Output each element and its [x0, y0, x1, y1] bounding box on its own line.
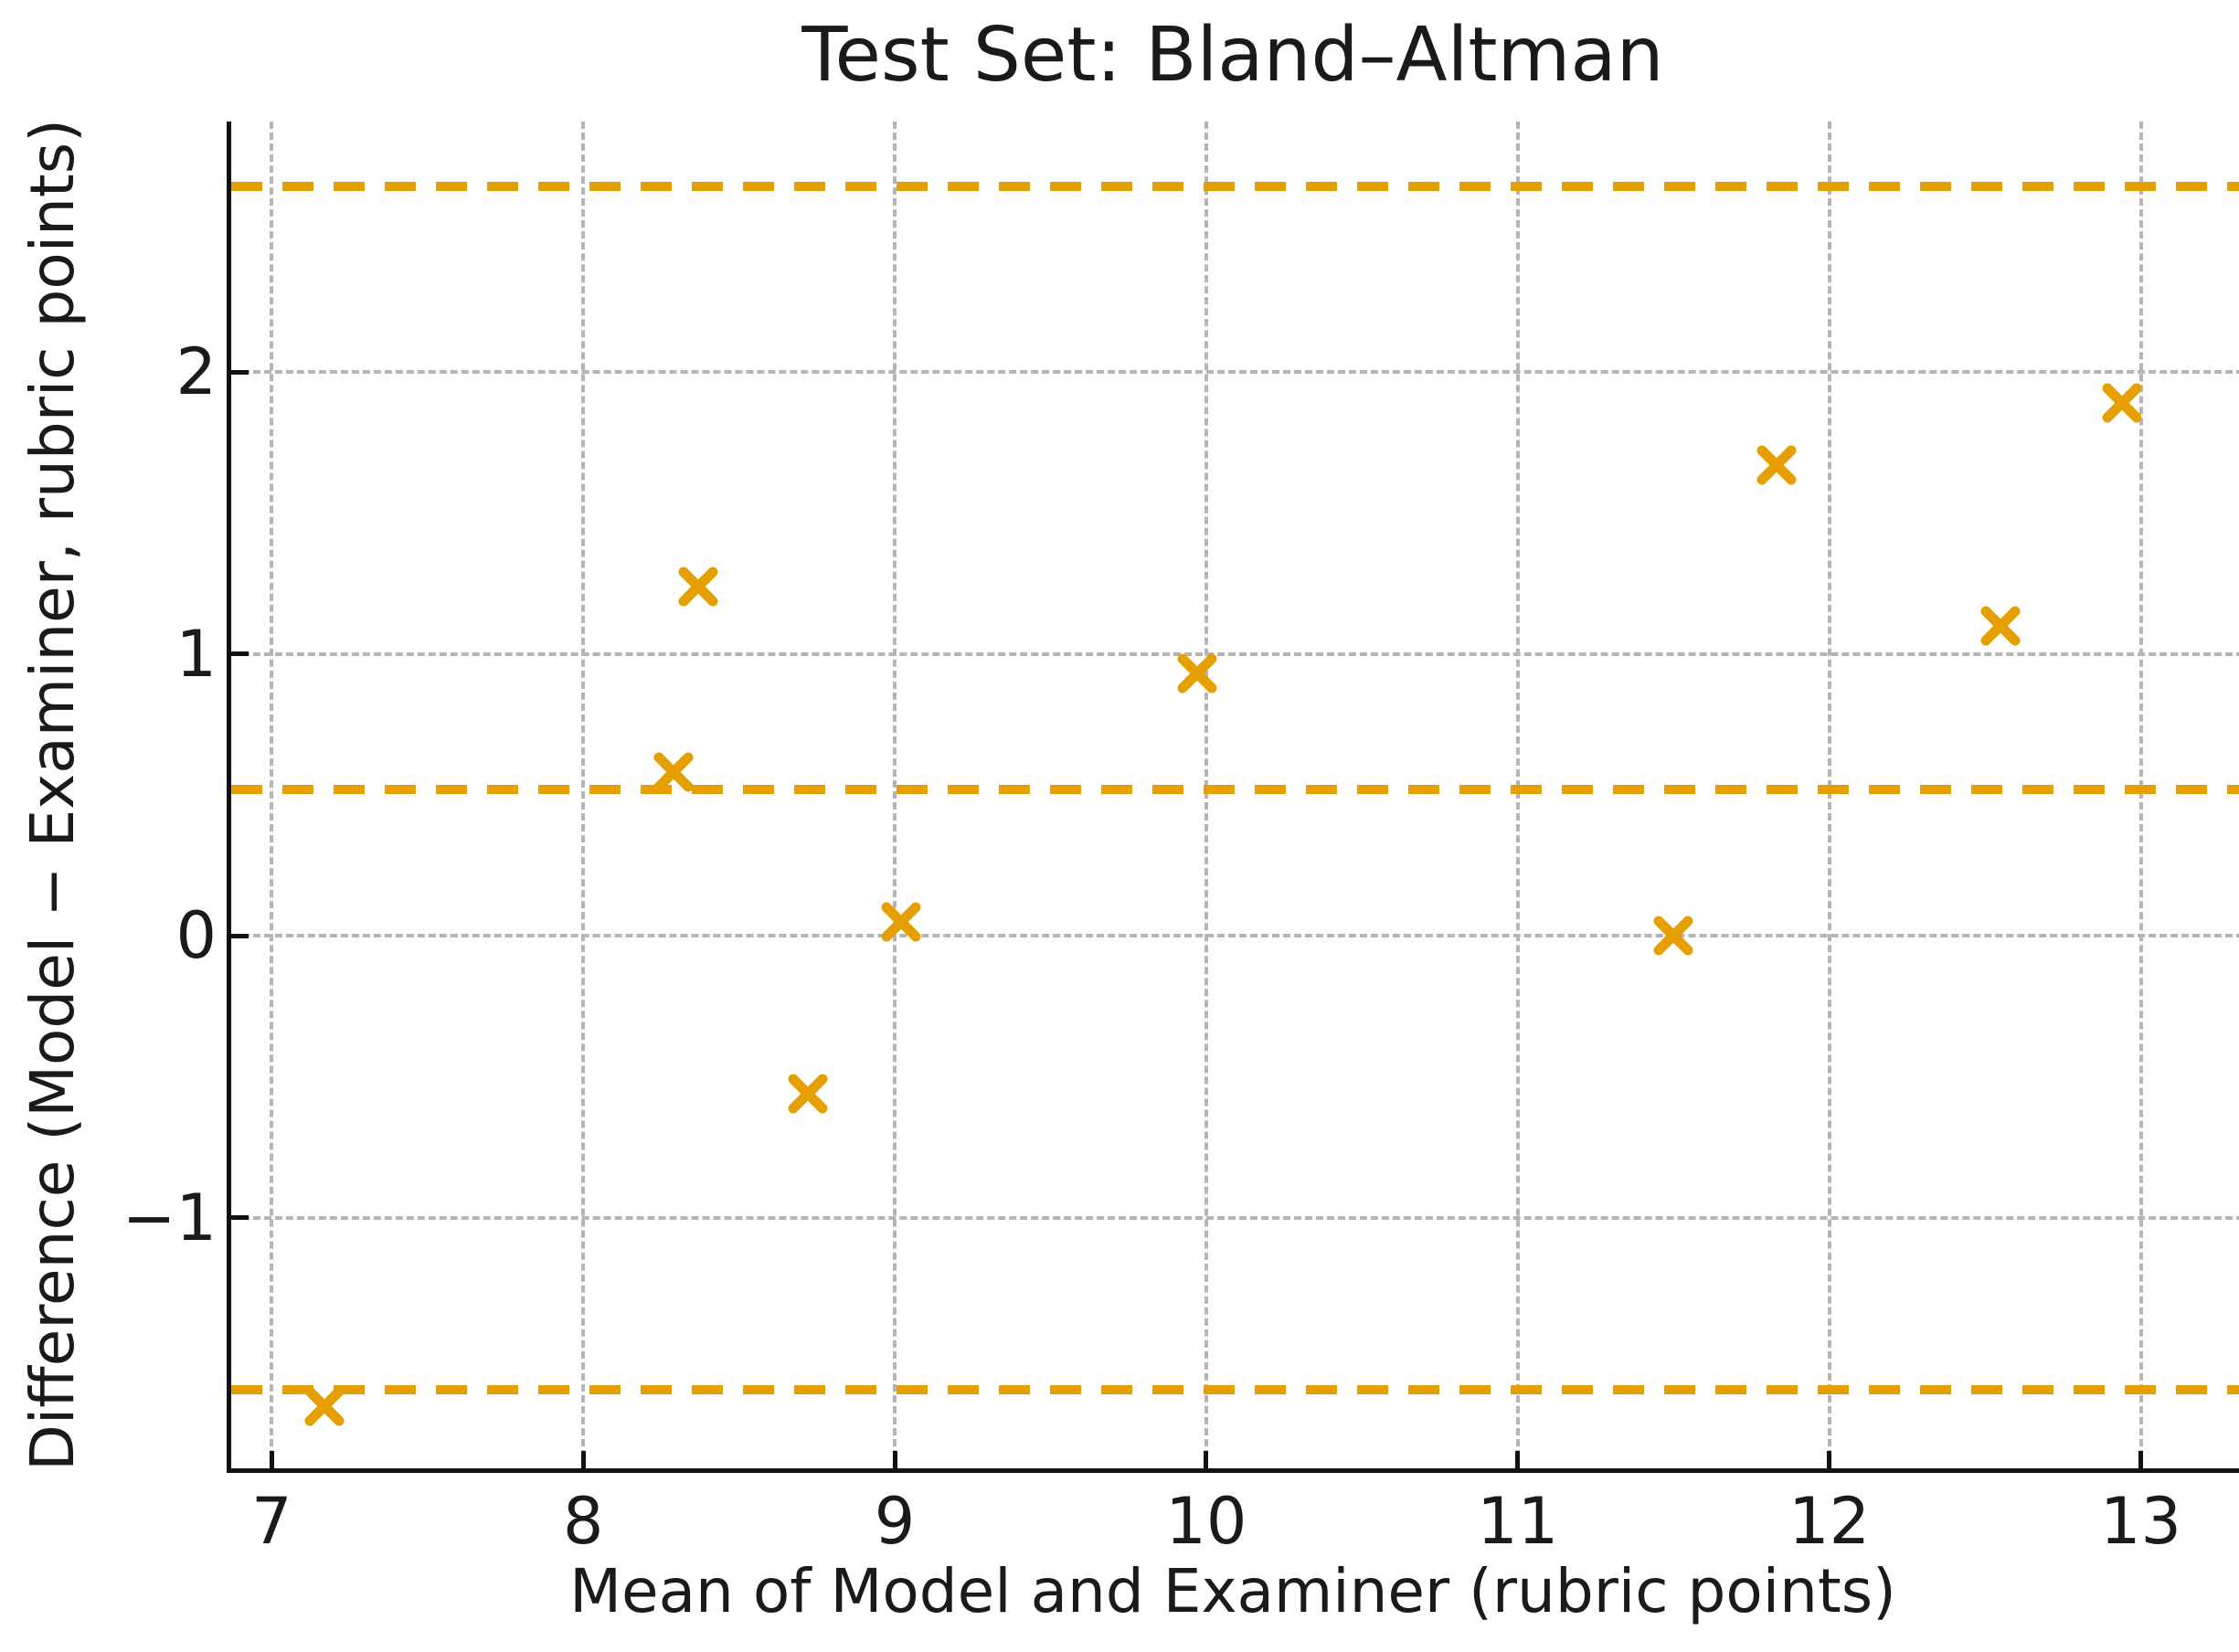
lower-loa-line: [231, 1384, 2239, 1394]
x-marker-icon: [304, 1386, 345, 1426]
scatter-x-marker: [1980, 606, 2021, 646]
x-tick-label: 9: [874, 1484, 916, 1559]
x-tick-label: 12: [1788, 1484, 1871, 1559]
y-gridline: [231, 651, 2239, 656]
x-gridline: [2138, 122, 2143, 1468]
y-tick-mark: [231, 651, 249, 657]
y-tick-mark: [231, 1215, 249, 1221]
y-tick-label: −1: [122, 1180, 217, 1255]
y-gridline: [231, 934, 2239, 938]
x-marker-icon: [678, 567, 718, 607]
scatter-x-marker: [1177, 653, 1217, 694]
x-gridline: [1827, 122, 1831, 1468]
x-tick-mark: [1204, 1451, 1209, 1468]
y-tick-label: 2: [175, 334, 217, 410]
y-tick-mark: [231, 369, 249, 375]
x-gridline: [270, 122, 274, 1468]
x-axis-label: Mean of Model and Examiner (rubric point…: [569, 1556, 1896, 1626]
scatter-x-marker: [653, 752, 694, 792]
x-tick-label: 11: [1477, 1484, 1559, 1559]
x-marker-icon: [881, 902, 921, 942]
scatter-x-marker: [788, 1074, 828, 1114]
y-tick-mark: [231, 933, 249, 938]
x-marker-icon: [2102, 383, 2142, 423]
scatter-x-marker: [304, 1386, 345, 1426]
x-tick-label: 8: [562, 1484, 604, 1559]
x-marker-icon: [1177, 653, 1217, 694]
x-gridline: [581, 122, 586, 1468]
x-tick-mark: [1827, 1451, 1832, 1468]
x-tick-mark: [892, 1451, 897, 1468]
x-marker-icon: [1653, 916, 1693, 956]
x-marker-icon: [788, 1074, 828, 1114]
x-tick-label: 7: [251, 1484, 292, 1559]
y-gridline: [231, 1215, 2239, 1220]
chart-title: Test Set: Bland–Altman: [801, 12, 1664, 99]
scatter-x-marker: [678, 567, 718, 607]
x-marker-icon: [1980, 606, 2021, 646]
x-marker-icon: [1756, 445, 1797, 485]
x-gridline: [1515, 122, 1520, 1468]
plot-area: 7 8 9 10 11 12 13 −1 0 1 2: [122, 122, 2239, 1555]
y-tick-label: 0: [175, 898, 217, 974]
x-tick-mark: [1515, 1451, 1521, 1468]
upper-loa-line: [231, 181, 2239, 191]
x-tick-mark: [580, 1451, 586, 1468]
x-gridline: [1204, 122, 1208, 1468]
scatter-x-marker: [1756, 445, 1797, 485]
x-marker-icon: [653, 752, 694, 792]
x-tick-mark: [2138, 1451, 2143, 1468]
scatter-x-marker: [1653, 916, 1693, 956]
x-tick-label: 13: [2099, 1484, 2182, 1559]
y-gridline: [231, 370, 2239, 375]
mean-diff-line: [231, 784, 2239, 794]
x-tick-mark: [269, 1451, 274, 1468]
y-axis-label: Difference (Model − Examiner, rubric poi…: [17, 119, 88, 1471]
scatter-x-marker: [2102, 383, 2142, 423]
scatter-x-marker: [881, 902, 921, 942]
y-tick-label: 1: [175, 616, 217, 692]
x-gridline: [893, 122, 897, 1468]
x-tick-label: 10: [1165, 1484, 1247, 1559]
